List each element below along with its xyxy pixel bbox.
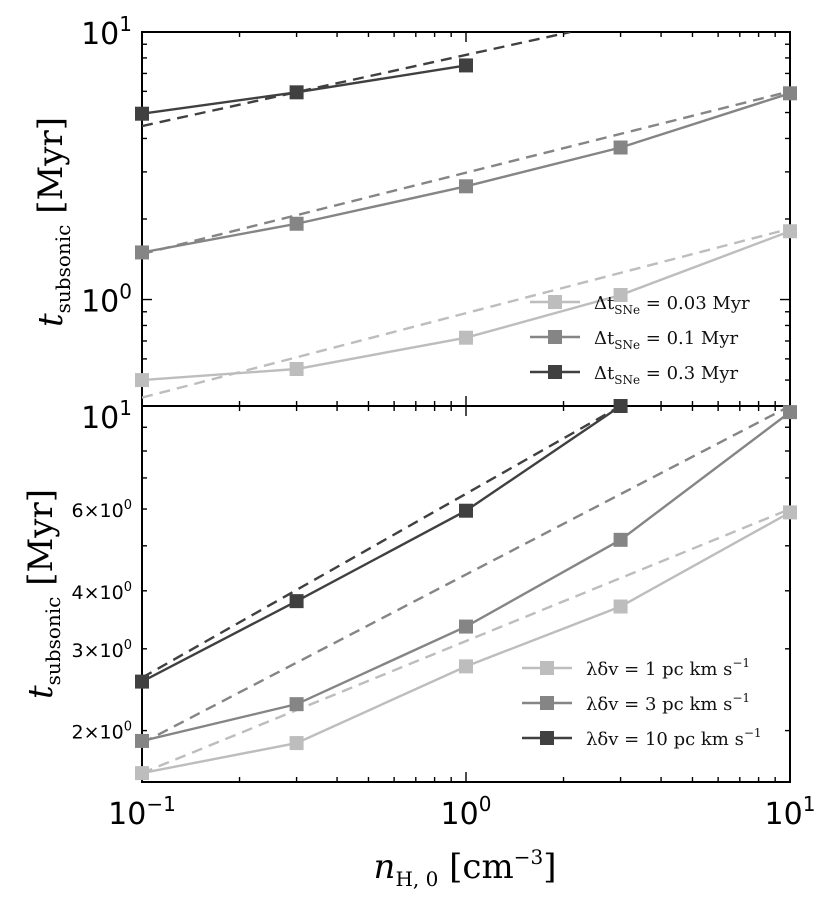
top-data-point xyxy=(613,140,628,155)
bottom-data-point xyxy=(135,674,149,689)
top-data-point xyxy=(459,179,473,194)
x-axis-label: nH, 0 [cm−3] xyxy=(374,845,557,891)
bottom-legend-label-1: λδv = 1 pc km s−1 xyxy=(586,656,750,680)
top-fit-line-3 xyxy=(142,32,571,128)
bottom-data-point xyxy=(613,532,628,547)
bottom-y-tick-label: 6×100 xyxy=(72,498,132,522)
bottom-y-tick-label: 3×100 xyxy=(72,638,132,662)
bottom-legend-swatch-marker xyxy=(540,661,554,675)
bottom-legend-label-2: λδv = 3 pc km s−1 xyxy=(586,691,750,715)
top-legend-label-3: ΔtSNe = 0.3 Myr xyxy=(594,363,739,387)
top-y-tick-label: 101 xyxy=(81,12,132,52)
bottom-data-point xyxy=(783,505,797,520)
top-data-point xyxy=(289,85,304,100)
top-legend-swatch-marker xyxy=(548,365,562,379)
bottom-legend-label-3: λδv = 10 pc km s−1 xyxy=(586,726,762,750)
top-y-axis-label: tsubsonic [Myr] xyxy=(31,117,75,327)
top-data-point xyxy=(289,216,304,231)
bottom-data-point xyxy=(613,599,628,614)
top-data-point xyxy=(459,58,473,73)
bottom-y-tick-label-top: 101 xyxy=(81,396,132,436)
bottom-legend: λδv = 1 pc km s−1 λδv = 3 pc km s−1 λδv = … xyxy=(522,656,762,750)
top-data-point xyxy=(613,287,628,302)
top-data-point xyxy=(459,330,473,345)
top-fit-line-1 xyxy=(142,227,790,399)
bottom-panel: 2×100 3×100 4×100 6×100 10−1 100 101 λδv = 1 pc… xyxy=(72,396,816,832)
top-legend-label-2: ΔtSNe = 0.1 Myr xyxy=(594,328,739,352)
bottom-y-tick-label: 4×100 xyxy=(72,580,132,604)
top-data-point xyxy=(135,106,149,121)
bottom-x-tick-label: 10−1 xyxy=(108,792,176,832)
bottom-y-tick-label: 2×100 xyxy=(72,720,132,744)
bottom-legend-swatch-marker xyxy=(540,731,554,745)
bottom-series-line-3 xyxy=(142,406,622,683)
bottom-data-point xyxy=(135,766,149,781)
top-legend-swatch-marker xyxy=(548,295,562,309)
top-legend-swatch-marker xyxy=(548,330,562,344)
bottom-data-point xyxy=(459,619,473,634)
top-fit-line-2 xyxy=(142,90,790,256)
bottom-legend-swatch-marker xyxy=(540,696,554,710)
top-data-point xyxy=(135,245,149,260)
top-data-point xyxy=(135,373,149,388)
bottom-x-tick-label: 100 xyxy=(441,792,492,832)
bottom-data-point xyxy=(783,405,797,420)
bottom-y-axis-label: tsubsonic [Myr] xyxy=(21,489,65,699)
top-legend: ΔtSNe = 0.03 Myr ΔtSNe = 0.1 Myr ΔtSNe = 0… xyxy=(530,293,750,387)
bottom-data-point xyxy=(289,697,304,712)
bottom-data-point xyxy=(135,733,149,748)
bottom-fit-line-2 xyxy=(142,406,790,745)
bottom-data-point xyxy=(289,736,304,751)
bottom-fit-line-1 xyxy=(142,507,790,775)
top-data-point xyxy=(289,361,304,376)
bottom-data-point xyxy=(459,503,473,518)
top-plot-frame xyxy=(141,31,791,407)
bottom-data-point xyxy=(459,659,473,674)
top-y-tick-label: 100 xyxy=(81,280,132,320)
top-data-point xyxy=(783,86,797,101)
bottom-x-tick-label: 101 xyxy=(765,792,816,832)
top-data-point xyxy=(783,224,797,239)
bottom-data-point xyxy=(613,399,628,413)
bottom-data-point xyxy=(289,594,304,609)
bottom-plot-frame xyxy=(141,405,791,783)
top-legend-label-1: ΔtSNe = 0.03 Myr xyxy=(594,293,750,317)
bottom-fit-line-3 xyxy=(142,406,622,679)
